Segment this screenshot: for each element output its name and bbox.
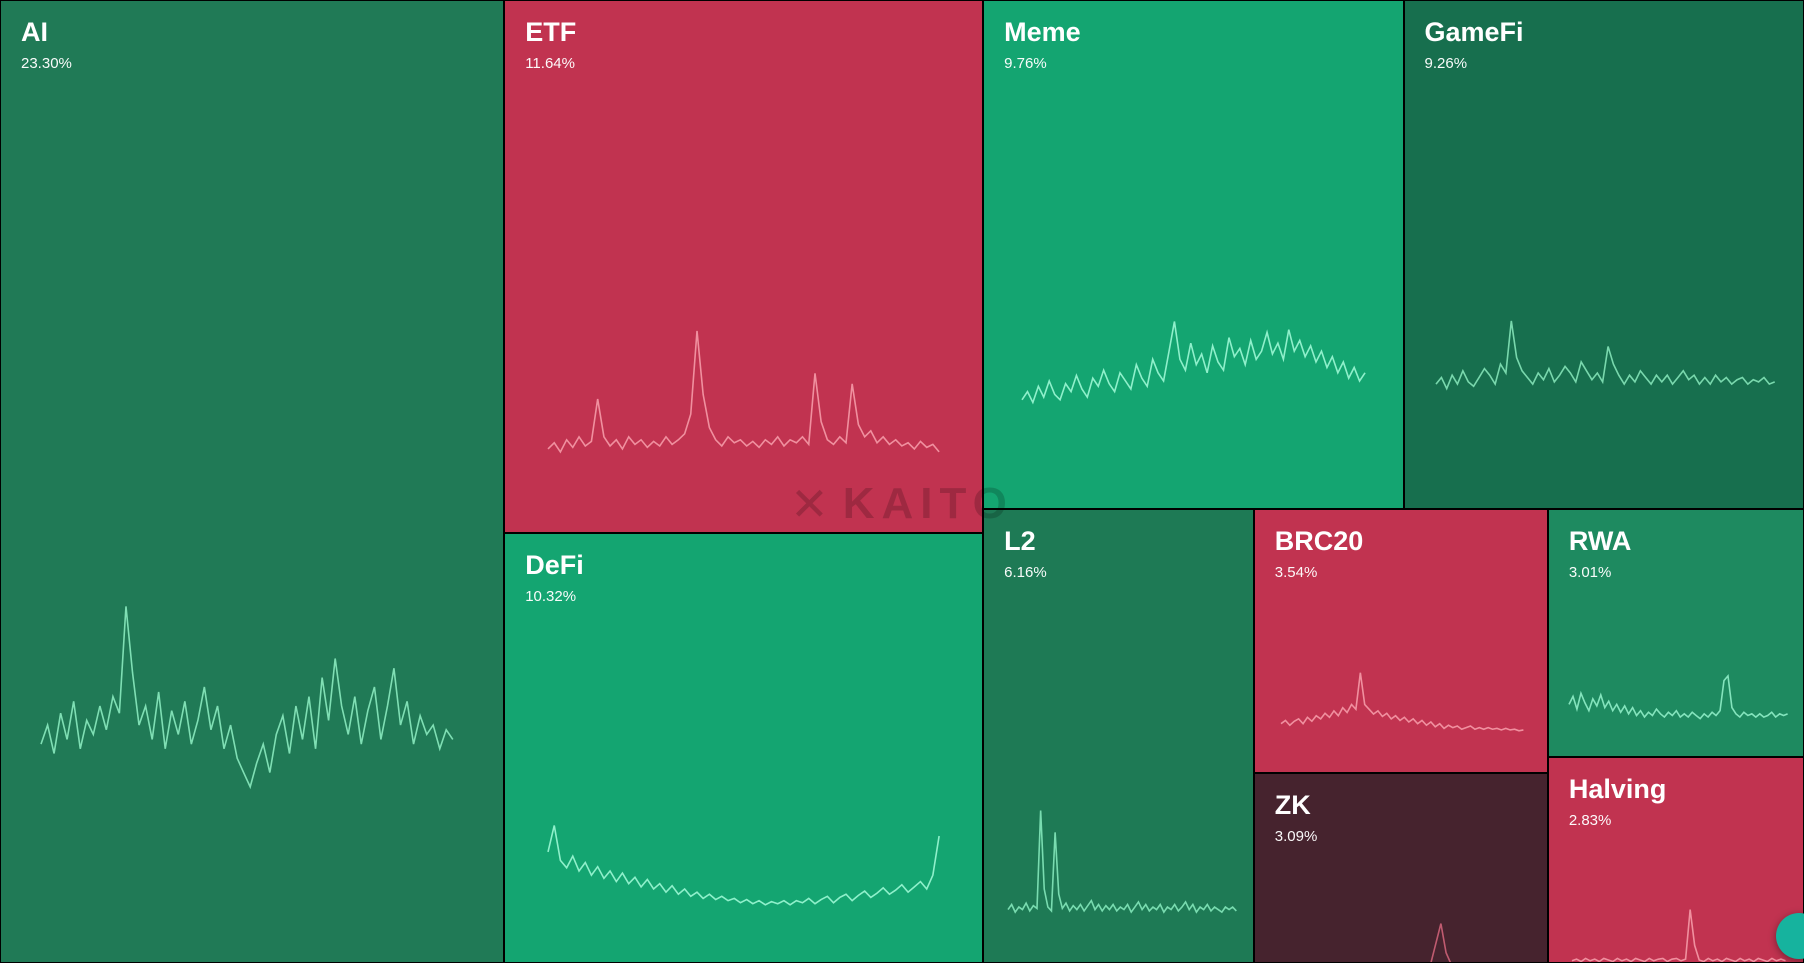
tile-percentage: 3.01% [1568,564,1612,582]
sparkline-zk [1281,904,1523,963]
tile-percentage: 2.83% [1568,811,1612,829]
sparkline-ai [41,597,453,847]
sparkline-defi [548,816,939,927]
tile-label: Meme [1004,17,1081,47]
treemap-tile-l2[interactable]: L2 6.16% [983,509,1254,963]
tile-percentage: 6.16% [1004,564,1047,582]
treemap-tile-ai[interactable]: AI 23.30% [0,0,505,963]
sparkline-l2 [1008,799,1236,934]
tile-percentage: 3.54% [1274,564,1318,582]
tile-label: ZK [1274,790,1311,821]
treemap-tile-rwa[interactable]: RWA 3.01% [1547,509,1804,757]
treemap-tile-halving[interactable]: Halving 2.83% [1547,756,1804,963]
tile-label: GameFi [1424,17,1524,47]
treemap-tile-meme[interactable]: Meme 9.76% [983,0,1404,510]
tile-label: BRC20 [1274,526,1364,557]
tile-label: ETF [525,17,577,47]
tile-label: L2 [1004,526,1036,557]
treemap-tile-brc20[interactable]: BRC20 3.54% [1253,509,1548,774]
tile-label: Halving [1568,773,1667,804]
treemap-tile-defi[interactable]: DeFi 10.32% [504,532,984,963]
sparkline-rwa [1569,660,1788,743]
tile-percentage: 10.32% [525,587,577,605]
sparkline-brc20 [1281,660,1523,744]
tile-percentage: 3.09% [1274,828,1318,846]
treemap-tile-zk[interactable]: ZK 3.09% [1253,773,1548,963]
tile-label: AI [21,17,48,47]
tile-percentage: 11.64% [525,55,575,73]
treemap-tile-etf[interactable]: ETF 11.64% [504,0,984,533]
tile-percentage: 23.30% [21,55,72,73]
sparkline-etf [548,325,939,484]
tile-percentage: 9.76% [1004,55,1047,73]
sparkline-meme [1022,300,1365,442]
tile-label: RWA [1568,526,1632,557]
sparkline-halving [1572,891,1786,963]
tile-percentage: 9.26% [1424,55,1468,73]
sparkline-gamefi [1436,311,1775,428]
treemap-tile-gamefi[interactable]: GameFi 9.26% [1403,0,1804,510]
tile-label: DeFi [525,549,584,580]
